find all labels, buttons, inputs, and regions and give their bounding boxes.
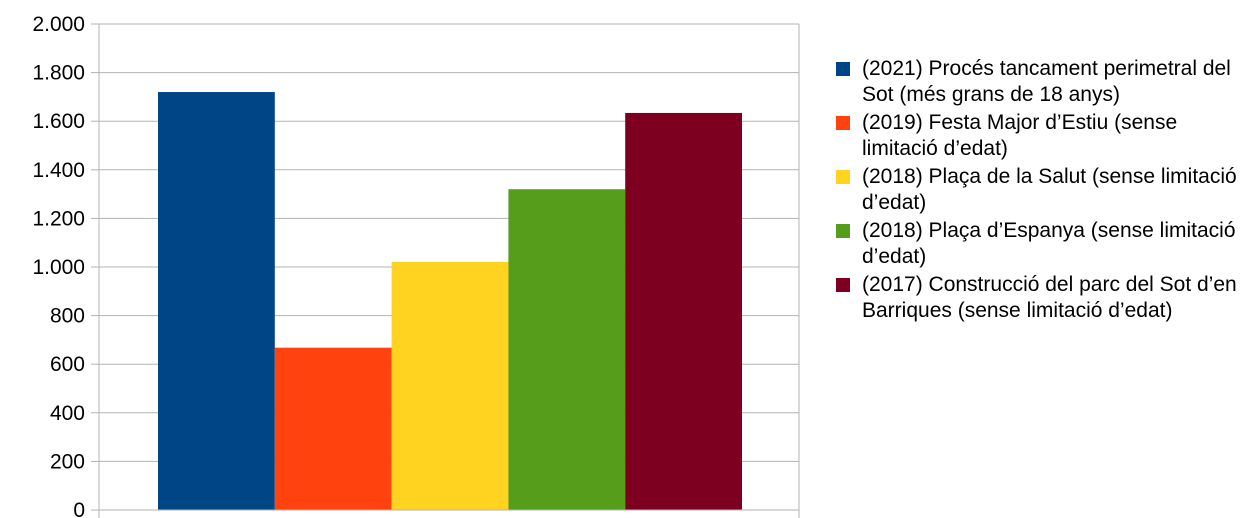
y-tick-label: 200 [50,450,85,473]
legend-item: (2018) Plaça de la Salut (sense limitaci… [836,164,1241,216]
legend-item: (2017) Construcció del parc del Sot d’en… [836,272,1241,324]
bars [158,92,742,511]
legend-swatch [836,278,850,292]
y-tick-label: 1.800 [32,62,85,85]
bar-series-5 [625,112,742,511]
legend-label: (2019) Festa Major d’Estiu (sense limita… [862,111,1178,160]
legend: (2021) Procés tancament pe­rimetral del … [836,56,1241,326]
legend-swatch [836,224,850,238]
legend-swatch [836,116,850,130]
legend-label: (2018) Plaça d’Espanya (sense limitació … [862,219,1236,268]
bar-chart: 0 200 400 600 800 1.000 1.200 1.400 1.600 1.800 2.… [32,13,800,518]
axes [98,24,800,518]
y-tick-label: 400 [50,402,85,425]
bar-series-2 [274,347,392,510]
legend-item: (2018) Plaça d’Espanya (sense limitació … [836,218,1241,270]
legend-swatch [836,62,850,76]
y-tick-label: 1.000 [32,256,85,279]
y-tick-label: 0 [73,499,85,518]
y-axis-ticks: 0 200 400 600 800 1.000 1.200 1.400 1.600 1.800 2.… [32,13,99,518]
bar-series-3 [391,261,509,510]
y-tick-label: 1.600 [32,110,85,133]
legend-item: (2021) Procés tancament pe­rimetral del … [836,56,1241,108]
y-tick-label: 1.400 [32,159,85,182]
legend-swatch [836,170,850,184]
y-tick-label: 600 [50,353,85,376]
y-tick-label: 800 [50,305,85,328]
legend-item: (2019) Festa Major d’Estiu (sense limita… [836,110,1241,162]
y-tick-label: 1.200 [32,207,85,230]
legend-label: (2021) Procés tancament pe­rimetral del … [862,57,1231,106]
legend-label: (2018) Plaça de la Salut (sense limitaci… [862,165,1237,214]
bar-series-1 [158,92,275,510]
y-tick-label: 2.000 [32,13,85,36]
bar-series-4 [508,189,626,511]
legend-label: (2017) Construcció del parc del Sot d’en… [862,273,1237,322]
